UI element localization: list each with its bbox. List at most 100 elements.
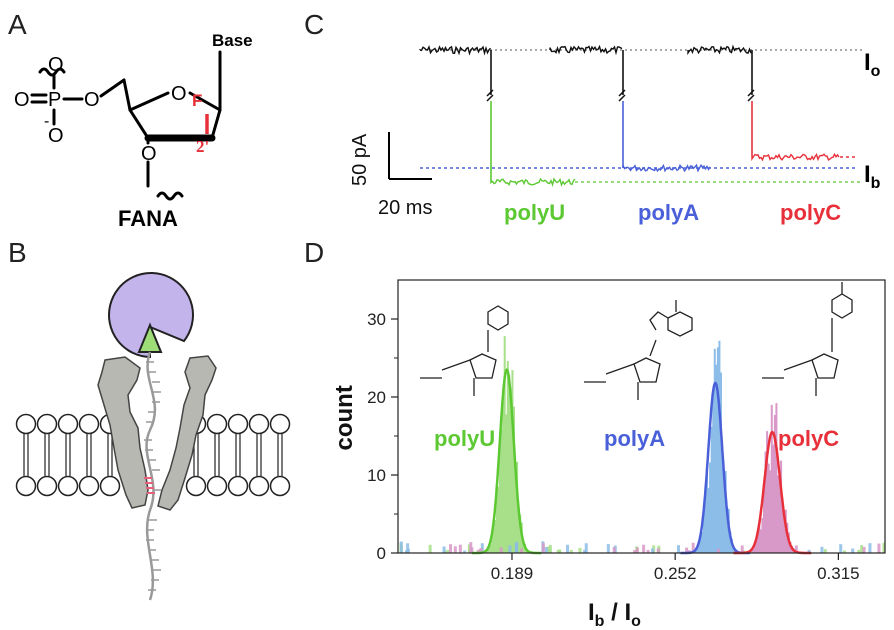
hist-bar-polya	[698, 542, 701, 553]
hist-bar-polyc	[520, 548, 524, 553]
hist-bar-polya	[820, 546, 824, 553]
lipid-bilayer-right	[185, 413, 291, 497]
hist-bar-polyu	[495, 484, 498, 553]
hist-bar-polyc	[685, 547, 689, 553]
hist-bar-polyu	[509, 410, 512, 553]
blocked-current-label: Ib	[864, 161, 881, 192]
hist-bar-polyu	[428, 544, 432, 553]
hist-bar-polya	[583, 549, 587, 553]
gaussian-fit-polyu	[471, 368, 542, 555]
hist-bar-polyc	[691, 542, 695, 553]
fana-title: FANA	[118, 206, 178, 231]
hist-bar-polyu	[514, 469, 517, 553]
hist-bar-polyc	[750, 550, 753, 553]
hist-bar-polyc	[656, 548, 660, 553]
hist-bar-polya	[724, 471, 727, 553]
open-trace-2	[687, 44, 752, 56]
hist-bar-polyu	[557, 549, 561, 553]
y-axis-label: count	[331, 385, 358, 450]
hist-bar-polya	[723, 477, 726, 553]
hist-bar-polyc	[780, 460, 783, 553]
hist-bar-polyu	[502, 402, 505, 553]
trace-label-polya: polyA	[638, 200, 699, 225]
pore-protein-left	[97, 356, 149, 509]
hist-bar-polyc	[761, 518, 764, 553]
blocked-trace-1	[622, 163, 711, 173]
hist-bar-polya	[406, 543, 410, 553]
hist-bar-polyc	[716, 548, 720, 553]
hist-bar-polyc	[752, 548, 755, 553]
hist-bar-polyc	[794, 545, 798, 553]
histogram-tick-labels: 0.189 0.252 0.315 0 10 20 30	[367, 310, 860, 583]
trace-label-polyc: polyC	[780, 200, 841, 225]
blocked-trace-2	[751, 152, 840, 162]
hist-bar-polyu	[500, 429, 503, 553]
atom-o-top: O	[48, 54, 64, 76]
trace-label-polyu: polyU	[504, 200, 565, 225]
open-trace-0	[419, 45, 492, 56]
scale-bar	[388, 132, 432, 180]
pore-protein-right	[157, 355, 217, 511]
hist-bar-polyu	[513, 406, 516, 553]
hist-bar-polya	[463, 550, 467, 553]
panel-label-a: A	[8, 9, 27, 40]
hist-bar-polyc	[862, 546, 866, 553]
wavy-bond-top	[38, 67, 66, 77]
bond-c1-c2	[210, 108, 222, 140]
hist-bar-polyc	[646, 549, 650, 553]
hist-bar-polya	[715, 364, 718, 553]
hist-bar-polya	[719, 372, 722, 553]
hist-bar-polya	[701, 532, 704, 553]
hist-bar-polyc	[453, 546, 457, 553]
fluoro-label: F	[192, 91, 202, 110]
hist-bar-polyu	[505, 414, 508, 553]
axis-break-2	[747, 89, 755, 102]
hist-bar-polyc	[759, 529, 762, 553]
hist-bar-polyc	[776, 475, 779, 553]
hist-label-polyu: polyU	[434, 426, 495, 451]
atom-p: P	[48, 89, 61, 111]
histogram-axes	[391, 279, 886, 560]
polyu-structure-inset	[420, 305, 509, 396]
hist-bar-polyc	[755, 540, 758, 553]
hist-bar-polya	[713, 348, 716, 553]
hist-bar-polyu	[486, 549, 489, 553]
hist-bar-polyc	[758, 519, 761, 553]
hist-bar-polyc	[612, 547, 616, 553]
hist-bar-polya	[399, 541, 403, 553]
fana-modified-site	[144, 477, 155, 494]
polya-structure-inset	[584, 300, 693, 400]
hist-bar-polyu	[517, 510, 520, 553]
hist-bar-polyu	[522, 541, 525, 553]
hist-bar-polyu	[494, 519, 497, 553]
hist-bar-polya	[606, 544, 610, 553]
hist-bar-polyc	[764, 451, 767, 553]
hist-label-polyc: polyC	[778, 426, 839, 451]
hist-bar-polya	[707, 487, 710, 553]
hist-bar-polyu	[508, 375, 511, 553]
y-tick-label: 20	[367, 388, 386, 407]
hist-bar-polyu	[842, 550, 846, 553]
current-traces	[419, 44, 862, 188]
scale-y-label: 50 pA	[349, 133, 371, 186]
bond-c4-c3	[128, 108, 150, 140]
hist-bar-polya	[868, 543, 872, 553]
y-tick-label: 30	[367, 310, 386, 329]
hist-bar-polyc	[877, 543, 881, 553]
hist-bar-polya	[676, 545, 680, 553]
hist-bar-polya	[807, 549, 811, 553]
plot-frame	[397, 279, 886, 554]
atom-o-bottom: O	[48, 125, 64, 147]
x-tick-label: 0.252	[654, 564, 697, 583]
dna-strand	[145, 351, 157, 601]
hist-bar-polyc	[479, 548, 483, 553]
x-tick-label: 0.315	[817, 564, 860, 583]
hist-bar-polyc	[756, 533, 759, 553]
hist-bar-polya	[839, 544, 843, 553]
hist-bar-polyu	[823, 549, 827, 553]
hist-bar-polyu	[499, 441, 502, 553]
hist-bar-polya	[699, 533, 702, 553]
hist-bar-polyc	[769, 470, 772, 553]
hist-bar-polyc	[767, 463, 770, 553]
